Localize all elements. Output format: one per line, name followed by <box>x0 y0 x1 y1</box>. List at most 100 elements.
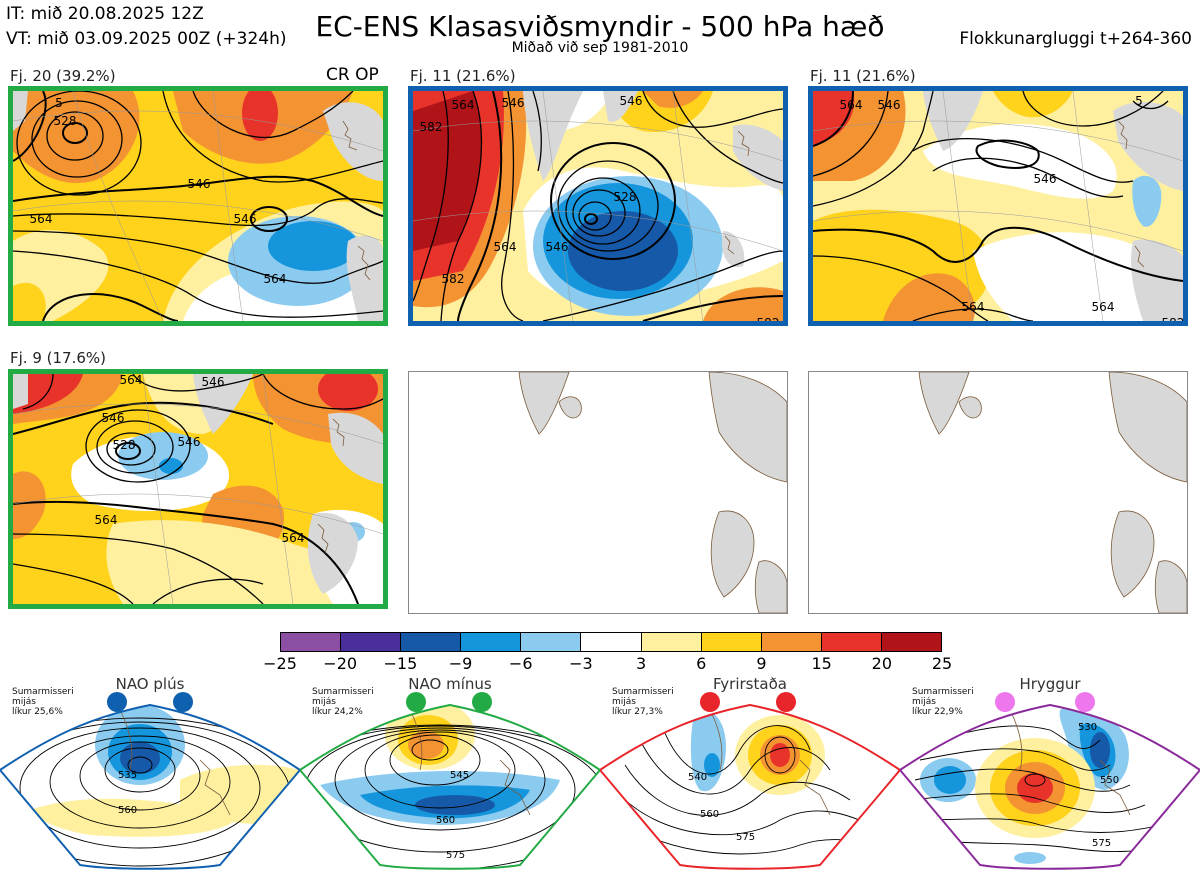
contour-label: 5 <box>55 96 63 110</box>
regime-measure: mijás <box>612 697 636 707</box>
map-500hpa-anomaly-icon: 528 546 546 564 564 582 5 <box>13 91 383 321</box>
regime-season: Sumarmisseri <box>612 687 674 697</box>
contour-label: 560 <box>700 809 719 820</box>
contour-label: 546 <box>1034 172 1057 186</box>
colorbar-swatch <box>461 633 522 651</box>
regime-info: Sumarmisseri mijás líkur 22,9% <box>912 687 974 717</box>
regime-dot-icon <box>406 692 426 712</box>
colorbar-swatch <box>641 633 702 651</box>
regime-dot-icon <box>173 692 193 712</box>
contour-label: 560 <box>436 815 455 826</box>
regime-likelihood: líkur 27,3% <box>612 707 663 717</box>
classification-window: Flokkunargluggi t+264-360 <box>959 29 1192 49</box>
colorbar-tick-label: −9 <box>448 654 473 673</box>
regime-likelihood: líkur 22,9% <box>912 707 963 717</box>
colorbar-swatch <box>281 633 342 651</box>
cluster-2-map: 564 546 582 528 546 564 546 582 582 <box>408 86 788 326</box>
cluster-3-map: 564 546 546 564 564 582 5 <box>808 86 1188 326</box>
colorbar-swatch <box>821 633 882 651</box>
colorbar-swatch <box>761 633 822 651</box>
colorbar-swatch <box>881 633 942 651</box>
colorbar-tick-label: −20 <box>323 654 358 673</box>
regime-dot-icon <box>472 692 492 712</box>
regime-season: Sumarmisseri <box>12 687 74 697</box>
colorbar-tick-label: −25 <box>263 654 297 673</box>
cluster-3-label: Fj. 11 (21.6%) <box>810 67 916 85</box>
contour-label: 535 <box>118 770 137 781</box>
cluster-4-label: Fj. 9 (17.6%) <box>10 349 106 367</box>
contour-label: 564 <box>120 374 143 387</box>
colorbar-swatch <box>701 633 762 651</box>
regime-nao-minus-map: 545 560 575 <box>298 703 602 870</box>
contour-label: 528 <box>614 190 637 204</box>
colorbar-tick-label: 25 <box>931 654 953 673</box>
initial-time: IT: mið 20.08.2025 12Z <box>6 4 204 24</box>
colorbar-swatch <box>581 633 642 651</box>
contour-label: 564 <box>264 272 287 286</box>
page-subtitle: Miðað við sep 1981-2010 <box>511 40 689 56</box>
regime-measure: mijás <box>312 697 336 707</box>
contour-label: 546 <box>202 375 225 389</box>
blank-map-icon <box>409 372 787 613</box>
contour-label: 540 <box>688 772 707 783</box>
regime-info: Sumarmisseri mijás líkur 27,3% <box>612 687 674 717</box>
blank-map-icon <box>809 372 1187 613</box>
contour-label: 546 <box>620 94 643 108</box>
regime-likelihood: líkur 25,6% <box>12 707 63 717</box>
contour-label: 564 <box>962 300 985 314</box>
colorbar-tick-label: 6 <box>696 654 707 673</box>
colorbar-tick-label: −3 <box>569 654 593 673</box>
contour-label: 546 <box>546 240 569 254</box>
contour-label: 528 <box>113 438 136 452</box>
regime-name: Fyrirstaða <box>713 675 787 693</box>
regime-blocking-map: 540 560 575 <box>598 703 902 870</box>
regime-season: Sumarmisseri <box>912 687 974 697</box>
contour-label: 528 <box>54 114 77 128</box>
contour-label: 582 <box>442 272 465 286</box>
cluster-2-label: Fj. 11 (21.6%) <box>410 67 516 85</box>
colorbar-swatch <box>341 633 402 651</box>
cluster-4-map: 564 546 546 528 546 564 564 582 <box>8 369 388 609</box>
regime-nao-plus-map: 535 560 <box>0 703 302 870</box>
regime-dot-icon <box>776 692 796 712</box>
contour-label: 546 <box>188 177 211 191</box>
contour-label: 582 <box>420 120 443 134</box>
regime-dot-icon <box>700 692 720 712</box>
colorbar-tick-label: 3 <box>635 654 647 673</box>
contour-label: 582 <box>757 316 780 321</box>
map-500hpa-anomaly-icon: 564 546 582 528 546 564 546 582 582 <box>413 91 783 321</box>
contour-label: 564 <box>452 98 475 112</box>
regime-dot-icon <box>995 692 1015 712</box>
page-title: EC-ENS Klasasviðsmyndir - 500 hPa hæð <box>315 10 885 43</box>
regime-measure: mijás <box>912 697 936 707</box>
regime-name: NAO plús <box>115 675 185 693</box>
contour-label: 575 <box>1092 838 1111 849</box>
regime-name: Hryggur <box>1019 675 1081 693</box>
colorbar-swatch <box>521 633 582 651</box>
contour-label: 564 <box>1092 300 1115 314</box>
contour-label: 546 <box>234 212 257 226</box>
contour-label: 545 <box>450 770 469 781</box>
colorbar-swatch <box>401 633 462 651</box>
contour-label: 546 <box>878 98 901 112</box>
regime-nao-plus: 535 560 NAO plús Sumarmisseri mijás líku… <box>0 670 302 870</box>
contour-label: 575 <box>446 850 465 861</box>
contour-label: 582 <box>182 603 205 604</box>
empty-map-2 <box>808 371 1188 614</box>
map-500hpa-anomaly-icon: 564 546 546 528 546 564 564 582 <box>13 374 383 604</box>
regime-season: Sumarmisseri <box>312 687 374 697</box>
regime-name: NAO mínus <box>408 675 492 693</box>
regime-info: Sumarmisseri mijás líkur 25,6% <box>12 687 74 717</box>
contour-label: 564 <box>840 98 863 112</box>
contour-label: 546 <box>502 96 525 110</box>
contour-label: 546 <box>102 411 125 425</box>
regime-ridge: 530 550 575 Hryggur Sumarmisseri mijás l… <box>898 670 1200 870</box>
map-500hpa-anomaly-icon: 564 546 546 564 564 582 5 <box>813 91 1183 321</box>
cluster-1-tag: CR OP <box>326 65 379 85</box>
contour-label: 530 <box>1078 722 1097 733</box>
regime-ridge-map: 530 550 575 <box>898 703 1200 870</box>
regime-likelihood: líkur 24,2% <box>312 707 363 717</box>
colorbar-tick-label: −6 <box>508 654 533 673</box>
colorbar-tick-label: 15 <box>811 654 832 673</box>
cluster-1-label: Fj. 20 (39.2%) <box>10 67 116 85</box>
